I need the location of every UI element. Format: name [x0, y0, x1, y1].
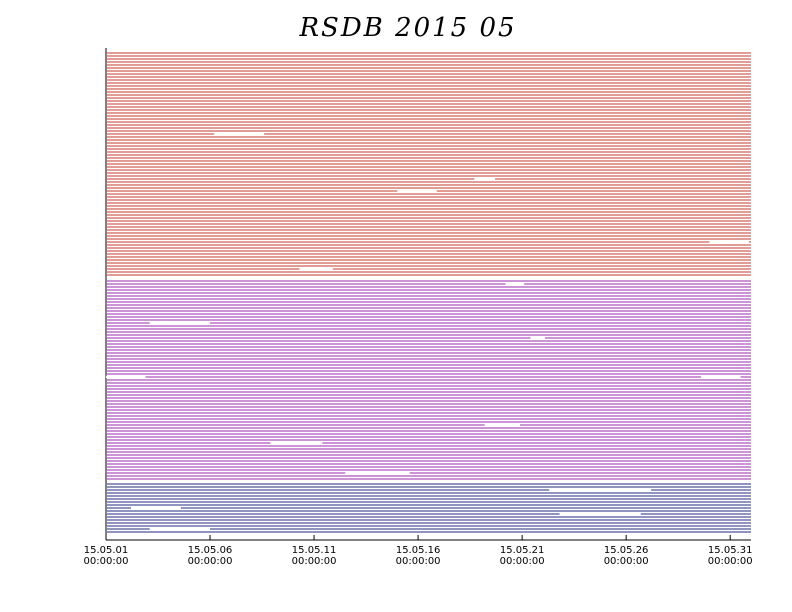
data-gap [484, 424, 521, 426]
chart-title: RSDB 2015 05 [298, 13, 516, 43]
x-tick-label: 15.05.16 [396, 545, 441, 556]
data-gap [505, 283, 525, 285]
x-tick-label: 00:00:00 [292, 556, 337, 567]
data-gap [345, 472, 410, 474]
x-tick-label: 15.05.11 [292, 545, 337, 556]
x-tick-label: 00:00:00 [708, 556, 753, 567]
x-tick-label: 00:00:00 [188, 556, 233, 567]
x-tick-label: 00:00:00 [84, 556, 129, 567]
data-gap [709, 241, 749, 243]
x-tick-label: 00:00:00 [500, 556, 545, 567]
data-gap [474, 178, 496, 180]
data-gap [559, 513, 641, 515]
data-gap [270, 442, 323, 444]
x-tick-label: 00:00:00 [396, 556, 441, 567]
x-tick-label: 15.05.31 [708, 545, 753, 556]
x-tick-label: 15.05.26 [604, 545, 649, 556]
data-gap [106, 376, 146, 378]
x-tick-label: 15.05.01 [84, 545, 129, 556]
x-tick-label: 15.05.06 [188, 545, 233, 556]
data-gap [701, 376, 741, 378]
x-tick-label: 15.05.21 [500, 545, 545, 556]
data-gap [299, 268, 333, 270]
data-gap [549, 489, 652, 491]
data-gap [149, 322, 211, 324]
data-gap [397, 190, 437, 192]
data-gap [130, 507, 181, 509]
data-gap [530, 337, 546, 339]
data-gap [149, 528, 211, 530]
x-tick-label: 00:00:00 [604, 556, 649, 567]
data-gap [214, 133, 265, 135]
